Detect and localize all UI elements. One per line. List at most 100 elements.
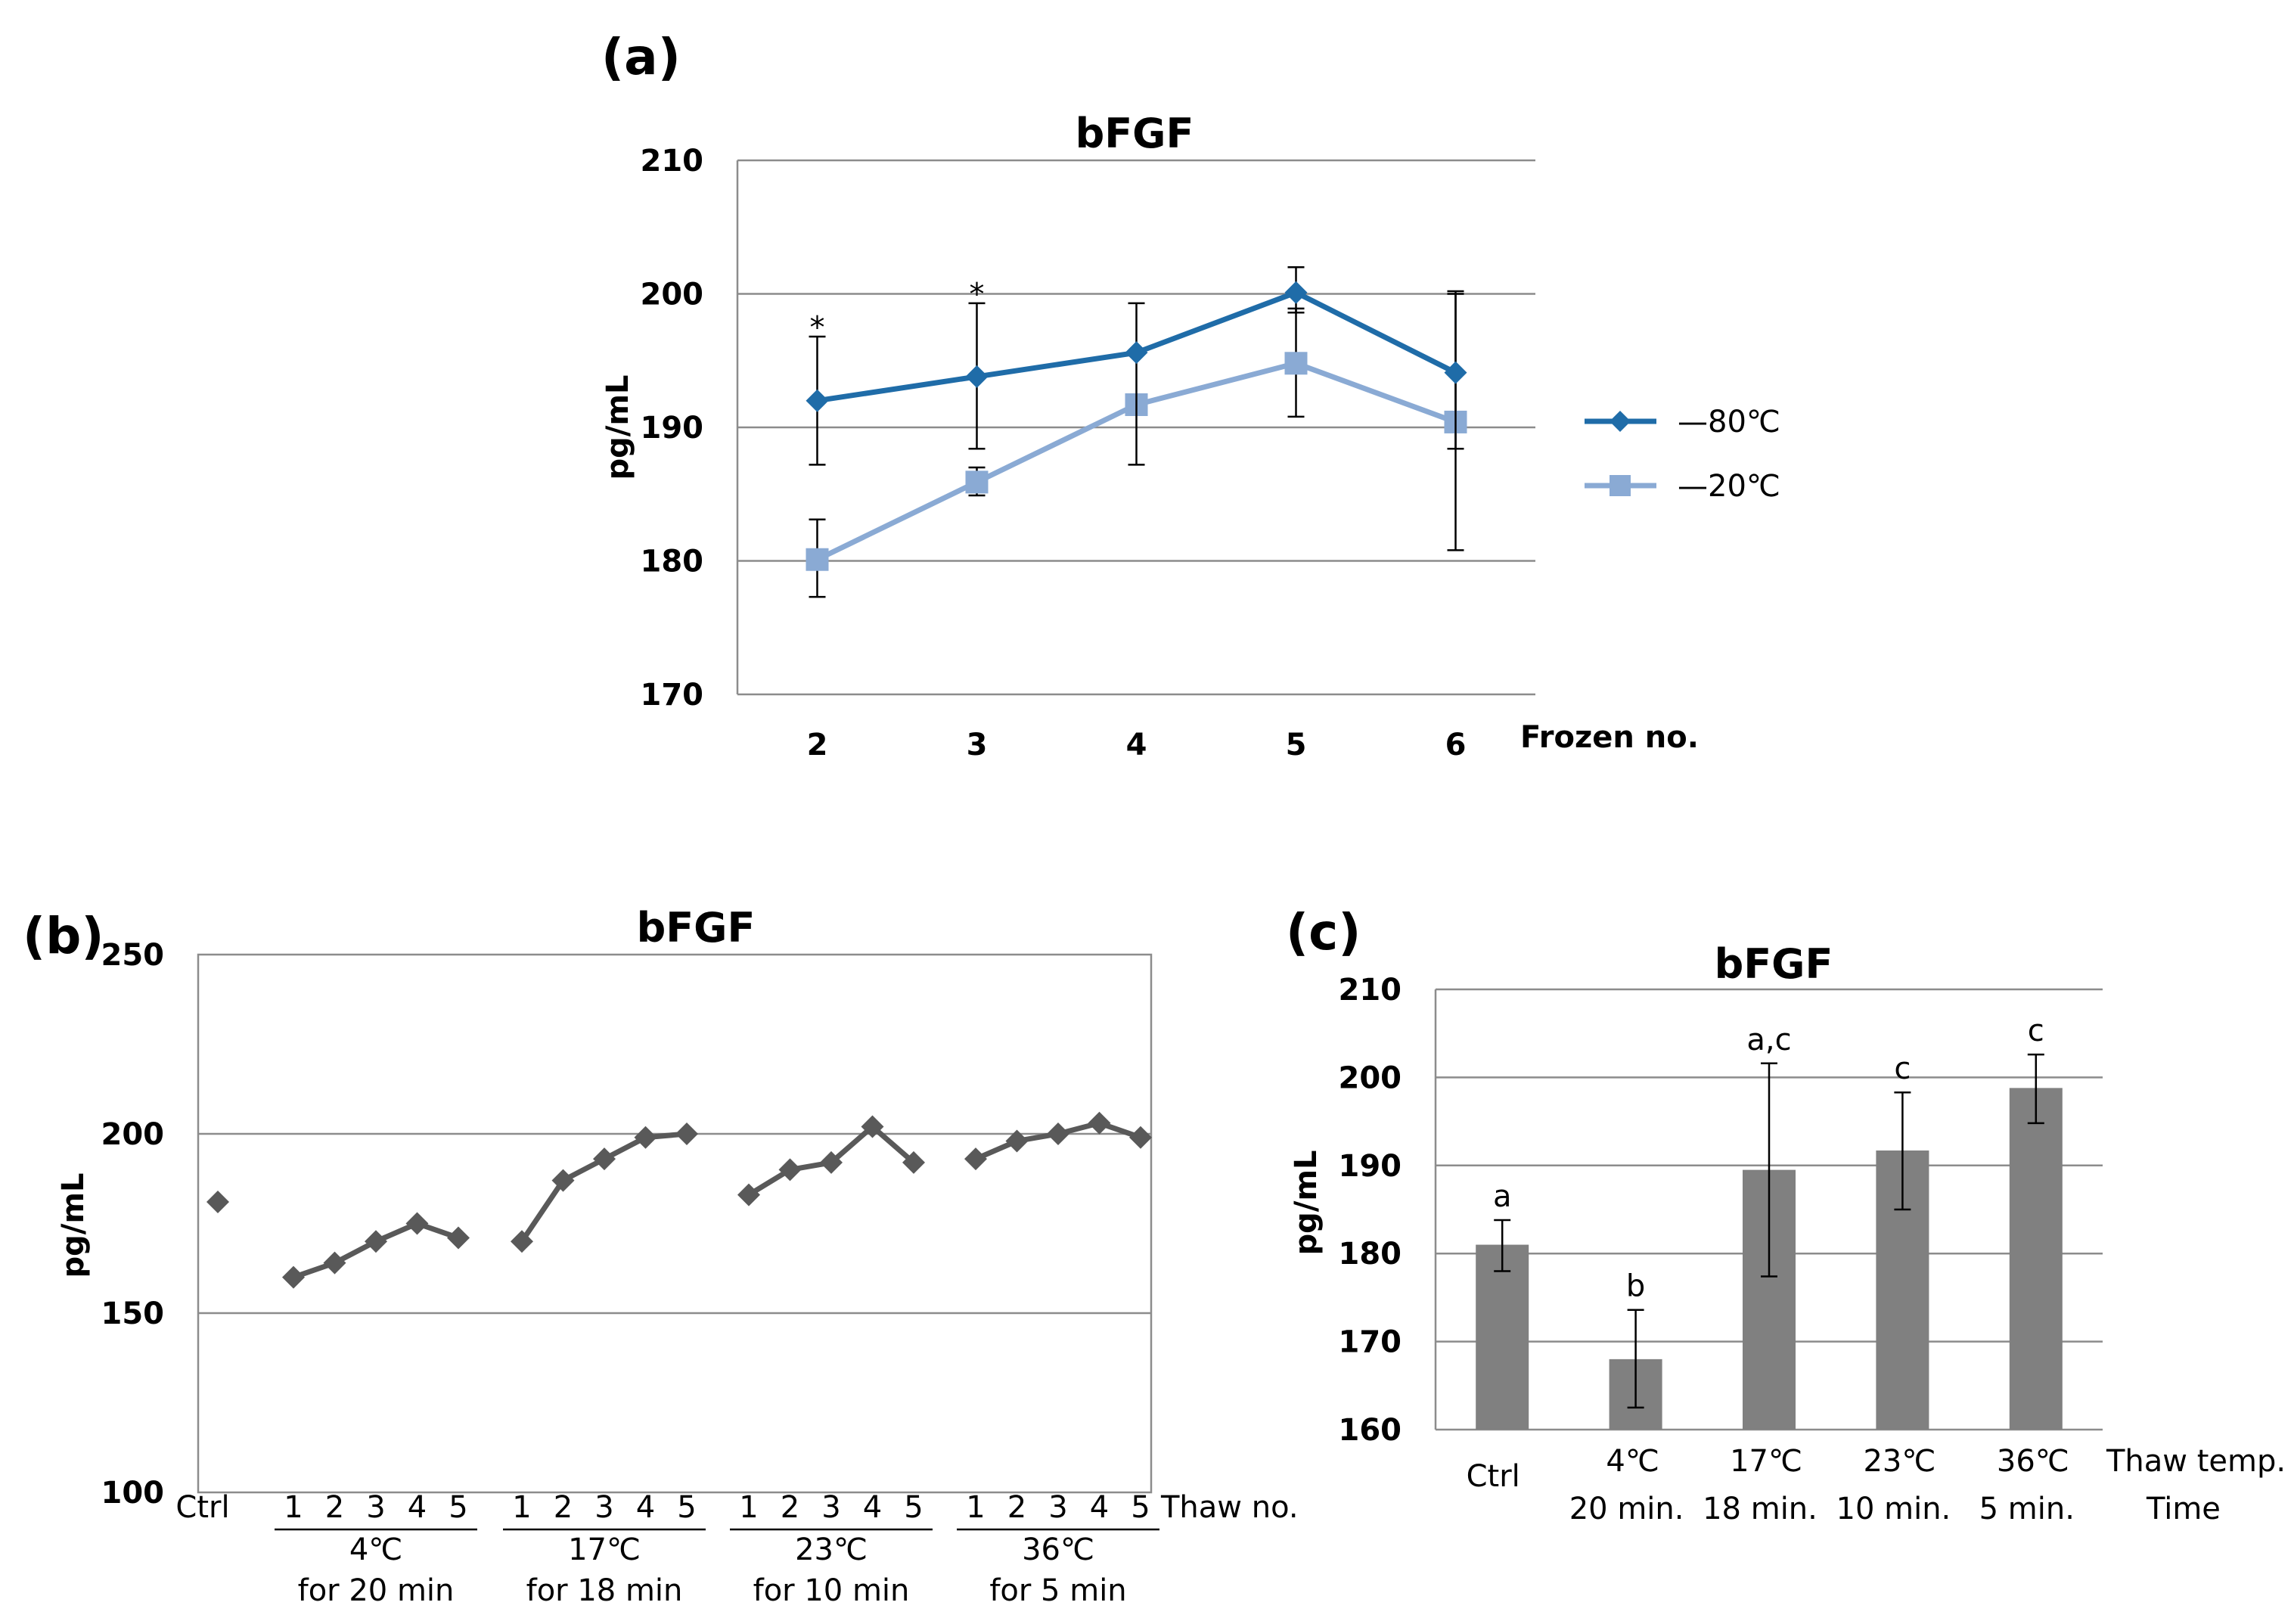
panel-a-x-tick: 4 <box>1126 728 1147 762</box>
panel-b-x-tick: 5 <box>677 1490 696 1525</box>
panel-b-point <box>820 1150 843 1174</box>
panel-a-y-tick: 210 <box>641 144 704 179</box>
panel-b-x-tick: 5 <box>1131 1490 1150 1525</box>
panel-a-point <box>1125 341 1148 365</box>
panel-b-x-tick: 4 <box>863 1490 882 1525</box>
panel-b-x-tick: 1 <box>284 1490 303 1525</box>
panel-b-x-tick: 1 <box>512 1490 531 1525</box>
panel-c-y-tick: 210 <box>1339 973 1402 1008</box>
panel-a-point <box>806 548 829 571</box>
panel-a-point <box>965 470 989 494</box>
panel-a-y-tick: 180 <box>641 545 704 579</box>
panel-a-point <box>965 365 989 388</box>
panel-b-series <box>206 1111 1152 1289</box>
panel-c-ylabel: pg/mL <box>1289 1150 1324 1255</box>
panel-c-significance-letter: b <box>1626 1269 1645 1304</box>
panel-b-point <box>593 1147 616 1171</box>
panel-b-x-tick: 2 <box>1007 1490 1026 1525</box>
panel-b-point <box>405 1212 429 1235</box>
panel-a-series-0 <box>806 265 1467 466</box>
panel-b-group-time: for 20 min <box>298 1573 455 1608</box>
panel-c-significance-letter: a,c <box>1746 1023 1791 1057</box>
panel-c-title: bFGF <box>1715 940 1833 988</box>
panel-b-gridlines <box>198 1132 1151 1315</box>
panel-a-legend-label: —20℃ <box>1678 469 1780 504</box>
panel-b-point <box>551 1169 575 1192</box>
panel-b-xlabel: Thaw no. <box>1160 1490 1299 1525</box>
panel-b-title: bFGF <box>637 904 756 952</box>
panel-a-annotations: ** <box>810 278 985 346</box>
panel-b-point <box>1129 1126 1152 1149</box>
panel-b-group-time: for 10 min <box>753 1573 910 1608</box>
panel-b-plot-border <box>197 953 1153 1494</box>
panel-b-x-tick: 1 <box>966 1490 985 1525</box>
panel-b-point <box>634 1126 657 1149</box>
panel-c-x-tick-temp: 4℃ <box>1606 1444 1659 1479</box>
panel-a-label: (a) <box>601 28 681 86</box>
panel-b-x-tick: 2 <box>325 1490 344 1525</box>
panel-c-significance-letter: a <box>1493 1179 1512 1214</box>
panel-b-point <box>323 1251 346 1275</box>
panel-b-ylabel: pg/mL <box>56 1172 91 1278</box>
panel-c-y-tick: 160 <box>1339 1413 1402 1448</box>
panel-c-significance-letter: c <box>2028 1014 2044 1048</box>
panel-b-point <box>1005 1129 1029 1153</box>
panel-c-xlabel-time: Time <box>2146 1492 2221 1526</box>
panel-c-label: (c) <box>1286 903 1361 961</box>
panel-b-group-temp: 17℃ <box>568 1532 641 1567</box>
panel-a-title: bFGF <box>1076 110 1194 157</box>
panel-c-x-tick-time: 20 min. <box>1569 1492 1684 1526</box>
panel-c-x-tick-temp: 17℃ <box>1730 1444 1802 1479</box>
panel-b-group-temp: 23℃ <box>795 1532 868 1567</box>
panel-b-control-point <box>206 1191 229 1214</box>
panel-c-y-tick: 180 <box>1339 1237 1402 1272</box>
panel-a-significance-star: * <box>970 278 985 312</box>
panel-b-y-tick: 100 <box>101 1476 165 1511</box>
panel-b-point <box>861 1115 884 1138</box>
panel-b-point <box>675 1123 698 1145</box>
panel-a-gridlines <box>737 159 1535 562</box>
panel-b-x-tick: 2 <box>781 1490 799 1525</box>
panel-b-x-tick: 5 <box>449 1490 467 1525</box>
panel-c-bars: a b a,c c c <box>1476 1014 2063 1430</box>
panel-b-group-3 <box>964 1111 1152 1171</box>
panel-c-y-tick: 200 <box>1339 1060 1402 1095</box>
panel-b-point <box>511 1230 533 1253</box>
panel-a-series <box>806 265 1467 598</box>
panel-b-x-tick: 5 <box>904 1490 923 1525</box>
panel-c-x-tick-time: 18 min. <box>1703 1492 1818 1526</box>
panel-b-point <box>964 1147 987 1171</box>
panel-b-y-tick-labels: 100 150 200 250 <box>101 938 165 1511</box>
panel-b-point <box>365 1230 387 1253</box>
panel-b-point <box>282 1265 305 1289</box>
panel-b-x-tick-ctrl: Ctrl <box>175 1490 229 1525</box>
panel-a-y-tick: 190 <box>641 411 704 446</box>
panel-c-x-tick-temp: 23℃ <box>1863 1444 1935 1479</box>
panel-a-point <box>1284 281 1308 304</box>
panel-a-xlabel: Frozen no. <box>1520 720 1699 755</box>
panel-b-x-tick: 4 <box>636 1490 655 1525</box>
panel-b-y-tick: 250 <box>101 938 165 973</box>
panel-a-y-tick-labels: 170 180 190 200 210 <box>641 144 704 713</box>
panel-a-x-tick-labels: 2 3 4 5 6 <box>807 728 1467 762</box>
panel-b-point <box>1088 1111 1111 1135</box>
panel-b-group-temp: 4℃ <box>349 1532 402 1567</box>
panel-a-y-tick: 170 <box>641 678 704 713</box>
panel-c-x-tick-temp: 36℃ <box>1997 1444 2069 1479</box>
panel-a-legend-marker <box>1610 475 1631 496</box>
panel-b-point <box>1047 1123 1069 1145</box>
panel-b-group-temp: 36℃ <box>1022 1532 1094 1567</box>
panel-b-y-tick: 200 <box>101 1117 165 1152</box>
panel-c-x-tick-temp: Ctrl <box>1467 1459 1520 1494</box>
panel-a-x-tick: 5 <box>1286 728 1307 762</box>
panel-b-point <box>447 1226 470 1250</box>
panel-b-x-tick: 3 <box>366 1490 385 1525</box>
panel-c-bar <box>2009 1088 2063 1430</box>
panel-c-y-tick: 170 <box>1339 1325 1402 1360</box>
panel-b-point <box>778 1158 802 1182</box>
panel-a-legend: —80℃ —20℃ <box>1585 405 1780 504</box>
panel-c-significance-letter: c <box>1894 1051 1911 1086</box>
panel-b-y-tick: 150 <box>101 1296 165 1331</box>
panel-a-point <box>1444 361 1467 384</box>
